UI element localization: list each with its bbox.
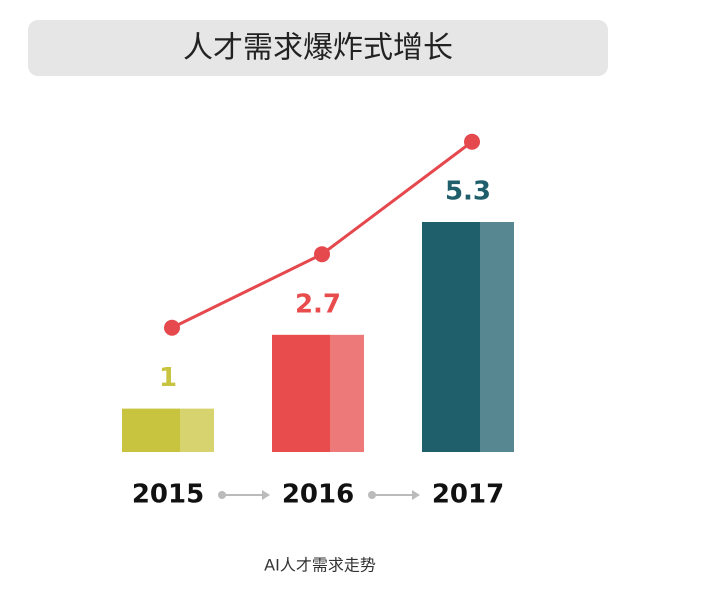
bar-side — [480, 222, 514, 452]
title-box — [28, 20, 608, 76]
chart-title: 人才需求爆炸式增长 — [183, 31, 453, 66]
value-label: 2.7 — [295, 289, 341, 319]
bar — [422, 222, 480, 452]
bar — [122, 408, 180, 452]
trend-point — [314, 246, 330, 263]
caption: AI人才需求走势 — [264, 556, 376, 575]
x-tick-label: 2017 — [432, 480, 504, 510]
trend-point — [464, 133, 480, 150]
value-label: 1 — [159, 363, 177, 393]
arrow — [218, 490, 420, 500]
bar-side — [330, 334, 364, 452]
value-label: 5.3 — [445, 177, 491, 207]
x-tick-label: 2016 — [282, 480, 354, 510]
bar — [272, 334, 330, 452]
trend-point — [164, 319, 180, 336]
x-tick-label: 2015 — [132, 480, 204, 510]
bar-side — [180, 408, 214, 452]
